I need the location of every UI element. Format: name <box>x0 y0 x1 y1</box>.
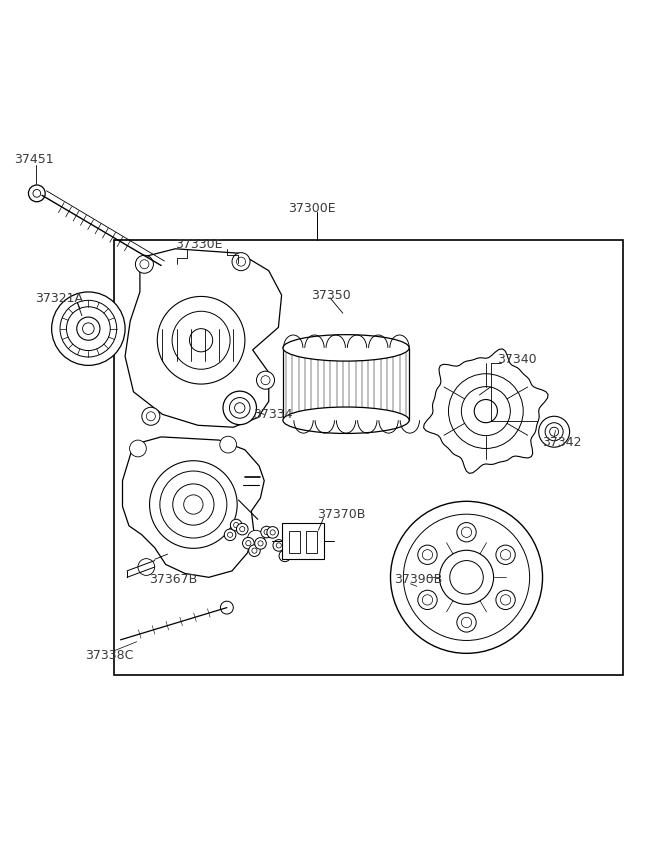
Text: 37321A: 37321A <box>35 292 83 305</box>
Circle shape <box>67 307 110 350</box>
Circle shape <box>273 539 285 551</box>
Bar <box>114 240 623 675</box>
Bar <box>289 531 300 553</box>
Circle shape <box>77 317 100 340</box>
Circle shape <box>545 422 563 441</box>
Circle shape <box>403 514 530 640</box>
Circle shape <box>422 550 433 560</box>
Circle shape <box>418 590 437 610</box>
Circle shape <box>160 471 227 538</box>
Text: 37451: 37451 <box>14 153 54 166</box>
Text: 37300E: 37300E <box>288 202 336 215</box>
Circle shape <box>33 189 41 198</box>
Circle shape <box>184 495 203 514</box>
Circle shape <box>258 541 263 546</box>
Circle shape <box>439 550 494 605</box>
Circle shape <box>173 484 214 525</box>
Circle shape <box>230 519 242 531</box>
Ellipse shape <box>283 407 409 433</box>
Text: 37338C: 37338C <box>85 650 133 662</box>
Circle shape <box>221 601 234 614</box>
Circle shape <box>282 553 287 559</box>
Circle shape <box>252 548 257 553</box>
Circle shape <box>246 540 251 546</box>
Circle shape <box>261 376 270 385</box>
Circle shape <box>223 391 256 425</box>
Circle shape <box>279 550 291 561</box>
Circle shape <box>448 374 523 449</box>
Circle shape <box>461 617 472 628</box>
Circle shape <box>146 412 155 421</box>
Bar <box>282 523 324 560</box>
Circle shape <box>172 311 230 369</box>
Circle shape <box>450 561 483 594</box>
Circle shape <box>237 257 246 266</box>
Circle shape <box>457 522 476 542</box>
Text: 37370B: 37370B <box>317 508 366 521</box>
Circle shape <box>270 530 275 535</box>
Circle shape <box>220 436 237 453</box>
Circle shape <box>496 590 515 610</box>
Circle shape <box>391 501 543 653</box>
Circle shape <box>500 594 510 605</box>
Circle shape <box>255 538 267 550</box>
Bar <box>306 531 317 553</box>
Circle shape <box>243 538 254 549</box>
Polygon shape <box>424 349 548 473</box>
Circle shape <box>496 545 515 565</box>
Circle shape <box>474 399 498 422</box>
Text: 37330E: 37330E <box>175 238 223 251</box>
Circle shape <box>549 427 558 436</box>
Circle shape <box>261 527 272 538</box>
Circle shape <box>225 529 236 541</box>
Circle shape <box>234 522 239 527</box>
Circle shape <box>228 533 233 538</box>
Circle shape <box>422 594 433 605</box>
Circle shape <box>248 545 260 556</box>
Circle shape <box>236 523 248 535</box>
Polygon shape <box>122 437 264 577</box>
Circle shape <box>239 527 245 532</box>
Circle shape <box>267 527 278 538</box>
Circle shape <box>264 529 269 534</box>
Circle shape <box>500 550 510 560</box>
Text: 37367B: 37367B <box>149 573 198 587</box>
Circle shape <box>135 255 153 273</box>
Circle shape <box>60 300 116 357</box>
Polygon shape <box>125 248 281 427</box>
Text: 37342: 37342 <box>543 436 582 449</box>
Circle shape <box>52 292 125 365</box>
Circle shape <box>276 543 281 548</box>
Circle shape <box>232 253 250 271</box>
Ellipse shape <box>283 335 409 361</box>
Circle shape <box>28 185 45 202</box>
Circle shape <box>138 559 155 576</box>
Circle shape <box>461 527 472 538</box>
Circle shape <box>457 613 476 632</box>
Circle shape <box>140 259 149 269</box>
Circle shape <box>539 416 569 447</box>
Circle shape <box>129 440 146 457</box>
Circle shape <box>248 530 264 547</box>
Text: 37340: 37340 <box>498 353 537 366</box>
Circle shape <box>230 398 250 418</box>
Circle shape <box>190 329 213 352</box>
Circle shape <box>83 323 94 334</box>
Circle shape <box>256 371 274 389</box>
Circle shape <box>157 297 245 384</box>
Circle shape <box>149 460 237 549</box>
Text: 37334: 37334 <box>252 408 292 421</box>
Circle shape <box>418 545 437 565</box>
Circle shape <box>235 403 245 413</box>
Circle shape <box>461 387 510 436</box>
Circle shape <box>142 407 160 426</box>
Text: 37350: 37350 <box>311 288 351 302</box>
Text: 37390B: 37390B <box>395 573 443 587</box>
